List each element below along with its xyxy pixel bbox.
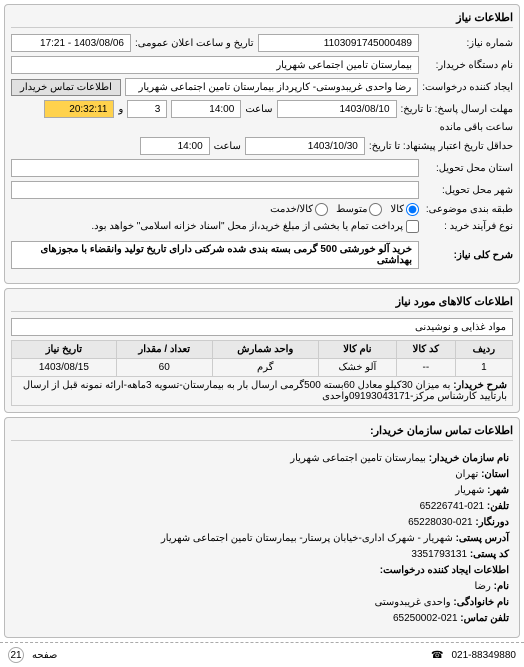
label-city: شهر محل تحویل: <box>423 185 513 196</box>
th-idx: ردیف <box>455 341 512 359</box>
line-org: نام سازمان خریدار: بیمارستان تامین اجتما… <box>15 451 509 467</box>
td-unit: گرم <box>212 359 318 377</box>
label-buyer-org: نام دستگاه خریدار: <box>423 60 513 71</box>
label-buyer-desc: شرح خریدار: <box>453 380 507 391</box>
goods-info-title: اطلاعات کالاهای مورد نیاز <box>11 295 513 312</box>
row-purchase-type: نوع فرآیند خرید : پرداخت تمام یا بخشی از… <box>11 220 513 233</box>
th-name: نام کالا <box>318 341 396 359</box>
row-buyer-org: نام دستگاه خریدار: بیمارستان تامین اجتما… <box>11 56 513 74</box>
radio-mid[interactable]: متوسط <box>336 203 382 216</box>
radio-small-input[interactable] <box>315 203 328 216</box>
radio-mid-input[interactable] <box>369 203 382 216</box>
line-req-creator: اطلاعات ایجاد کننده درخواست: <box>15 563 509 579</box>
field-request-no: 1103091745000489 <box>258 34 420 52</box>
field-valid-hour: 14:00 <box>140 137 210 155</box>
purchase-checkbox[interactable] <box>406 220 419 233</box>
line-postal: آدرس پستی: شهریار - شهرک اداری-خیابان پر… <box>15 531 509 547</box>
th-date: تاریخ نیاز <box>12 341 117 359</box>
label-page: صفحه <box>32 650 57 661</box>
row-request-no: شماره نیاز: 1103091745000489 تاریخ و ساع… <box>11 34 513 52</box>
th-code: کد کالا <box>396 341 455 359</box>
line-city: شهر: شهریار <box>15 483 509 499</box>
label-purchase-type: نوع فرآیند خرید : <box>423 221 513 232</box>
value-buyer-desc: به میزان 30کیلو معادل 60بسته 500گرمی ارس… <box>23 380 507 402</box>
label-remaining: ساعت باقی مانده <box>440 122 513 133</box>
buyer-info-block: نام سازمان خریدار: بیمارستان تامین اجتما… <box>11 447 513 631</box>
label-hour-2: ساعت <box>214 141 241 152</box>
line-family: نام خانوادگی: واحدی غریبدوستی <box>15 595 509 611</box>
field-category: مواد غذایی و نوشیدنی <box>11 318 513 336</box>
row-delivery-city: شهر محل تحویل: <box>11 181 513 199</box>
label-and: و <box>118 104 123 115</box>
table-desc-row: شرح خریدار: به میزان 30کیلو معادل 60بسته… <box>12 377 513 406</box>
field-delivery-province <box>11 159 419 177</box>
need-info-title: اطلاعات نیاز <box>11 11 513 28</box>
row-requester: ایجاد کننده درخواست: رضا واحدی غریبدوستی… <box>11 78 513 96</box>
page-number: 21 <box>8 647 24 663</box>
field-reply-date: 1403/08/10 <box>277 100 397 118</box>
line-contact-phone: تلفن تماس: 021-65250002 <box>15 611 509 627</box>
label-requester: ایجاد کننده درخواست: <box>422 82 513 93</box>
field-reply-hour: 14:00 <box>171 100 241 118</box>
th-unit: واحد شمارش <box>212 341 318 359</box>
line-phone: تلفن: 021-65226741 <box>15 499 509 515</box>
purchase-note-check[interactable]: پرداخت تمام یا بخشی از مبلغ خرید،از محل … <box>91 220 419 233</box>
label-min-valid: حداقل تاریخ اعتبار پیشنهاد: تا تاریخ: <box>369 141 513 152</box>
line-name: نام: رضا <box>15 579 509 595</box>
buyer-contact-title: اطلاعات تماس سازمان خریدار: <box>11 424 513 441</box>
radio-all-input[interactable] <box>406 203 419 216</box>
line-province: استان: تهران <box>15 467 509 483</box>
purchase-note-text: پرداخت تمام یا بخشی از مبلغ خرید،از محل … <box>91 221 403 232</box>
td-name: آلو خشک <box>318 359 396 377</box>
label-hour-1: ساعت <box>245 104 272 115</box>
radio-all[interactable]: کالا <box>390 203 419 216</box>
goods-info-panel: اطلاعات کالاهای مورد نیاز مواد غذایی و ن… <box>4 288 520 413</box>
td-code: -- <box>396 359 455 377</box>
row-category: مواد غذایی و نوشیدنی <box>11 318 513 336</box>
buyer-contact-panel: اطلاعات تماس سازمان خریدار: نام سازمان خ… <box>4 417 520 638</box>
row-reply-deadline: مهلت ارسال پاسخ: تا تاریخ: 1403/08/10 سا… <box>11 100 513 133</box>
buyer-contact-button[interactable]: اطلاعات تماس خریدار <box>11 79 121 96</box>
label-announce-date: تاریخ و ساعت اعلان عمومی: <box>135 38 254 49</box>
field-delivery-city <box>11 181 419 199</box>
td-idx: 1 <box>455 359 512 377</box>
row-need-title: شرح کلی نیاز: خرید آلو خورشتی 500 گرمی ب… <box>11 237 513 273</box>
footer: 021-88349880 ☎ صفحه 21 <box>0 642 524 667</box>
label-package: طبقه بندی موضوعی: <box>423 204 513 215</box>
field-announce-date: 1403/08/06 - 17:21 <box>11 34 131 52</box>
label-reply-deadline: مهلت ارسال پاسخ: تا تاریخ: <box>401 104 513 115</box>
field-requester: رضا واحدی غریبدوستی- کارپرداز بیمارستان … <box>125 78 418 96</box>
td-desc: شرح خریدار: به میزان 30کیلو معادل 60بسته… <box>12 377 513 406</box>
field-remaining-days: 3 <box>127 100 167 118</box>
td-date: 1403/08/15 <box>12 359 117 377</box>
row-delivery-province: استان محل تحویل: <box>11 159 513 177</box>
field-valid-date: 1403/10/30 <box>245 137 365 155</box>
field-buyer-org: بیمارستان تامین اجتماعی شهریار <box>11 56 419 74</box>
th-qty: تعداد / مقدار <box>116 341 212 359</box>
row-valid-until: حداقل تاریخ اعتبار پیشنهاد: تا تاریخ: 14… <box>11 137 513 155</box>
need-info-panel: اطلاعات نیاز شماره نیاز: 110309174500048… <box>4 4 520 284</box>
table-row: 1 -- آلو خشک گرم 60 1403/08/15 <box>12 359 513 377</box>
field-remaining-time: 20:32:11 <box>44 100 114 118</box>
goods-table: ردیف کد کالا نام کالا واحد شمارش تعداد /… <box>11 340 513 406</box>
row-package: طبقه بندی موضوعی: کالا متوسط کالا/خدمت <box>11 203 513 216</box>
table-header-row: ردیف کد کالا نام کالا واحد شمارش تعداد /… <box>12 341 513 359</box>
footer-phone: 021-88349880 <box>451 650 516 661</box>
line-postcode: کد پستی: 3351793131 <box>15 547 509 563</box>
radio-small[interactable]: کالا/خدمت <box>270 203 328 216</box>
label-need-title: شرح کلی نیاز: <box>423 250 513 261</box>
line-fax: دورنگار: 021-65228030 <box>15 515 509 531</box>
phone-icon: ☎ <box>431 650 443 661</box>
field-need-title: خرید آلو خورشتی 500 گرمی بسته بندی شده ش… <box>11 241 419 269</box>
td-qty: 60 <box>116 359 212 377</box>
label-province: استان محل تحویل: <box>423 163 513 174</box>
package-radio-group: کالا متوسط کالا/خدمت <box>270 203 419 216</box>
label-request-no: شماره نیاز: <box>423 38 513 49</box>
